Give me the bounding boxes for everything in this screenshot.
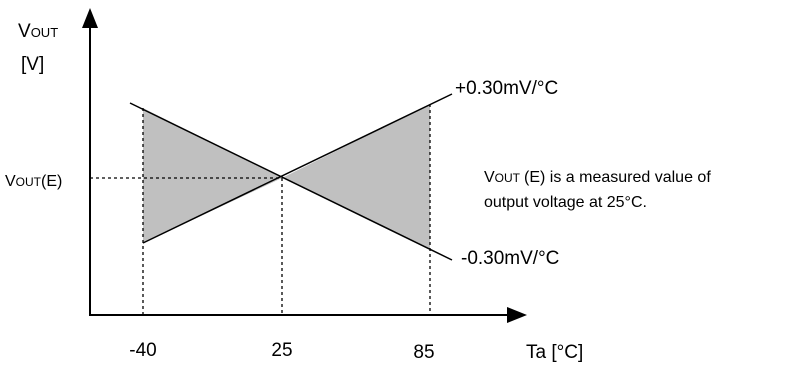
note-line-1: VOUT (E) is a measured value of bbox=[484, 169, 711, 186]
reference-voltage-label: VOUT(E) bbox=[5, 173, 62, 190]
negative-slope-label: -0.30mV/°C bbox=[461, 248, 559, 269]
y-axis-label: VOUT bbox=[18, 21, 58, 42]
x-axis-label: Ta [°C] bbox=[526, 342, 583, 363]
left-shaded-region bbox=[143, 108, 282, 243]
x-tick-label-25: 25 bbox=[271, 340, 292, 361]
x-tick-label-85: 85 bbox=[413, 342, 434, 363]
positive-slope-line bbox=[142, 93, 453, 244]
negative-slope-line bbox=[129, 102, 453, 261]
right-shaded-region bbox=[282, 104, 430, 249]
x-tick-label-minus40: -40 bbox=[129, 340, 156, 361]
y-axis-unit: [V] bbox=[21, 54, 44, 75]
y-axis-arrow bbox=[82, 8, 98, 28]
x-axis-arrow bbox=[507, 307, 527, 323]
note-line-2: output voltage at 25°C. bbox=[484, 194, 647, 211]
positive-slope-label: +0.30mV/°C bbox=[455, 78, 558, 99]
